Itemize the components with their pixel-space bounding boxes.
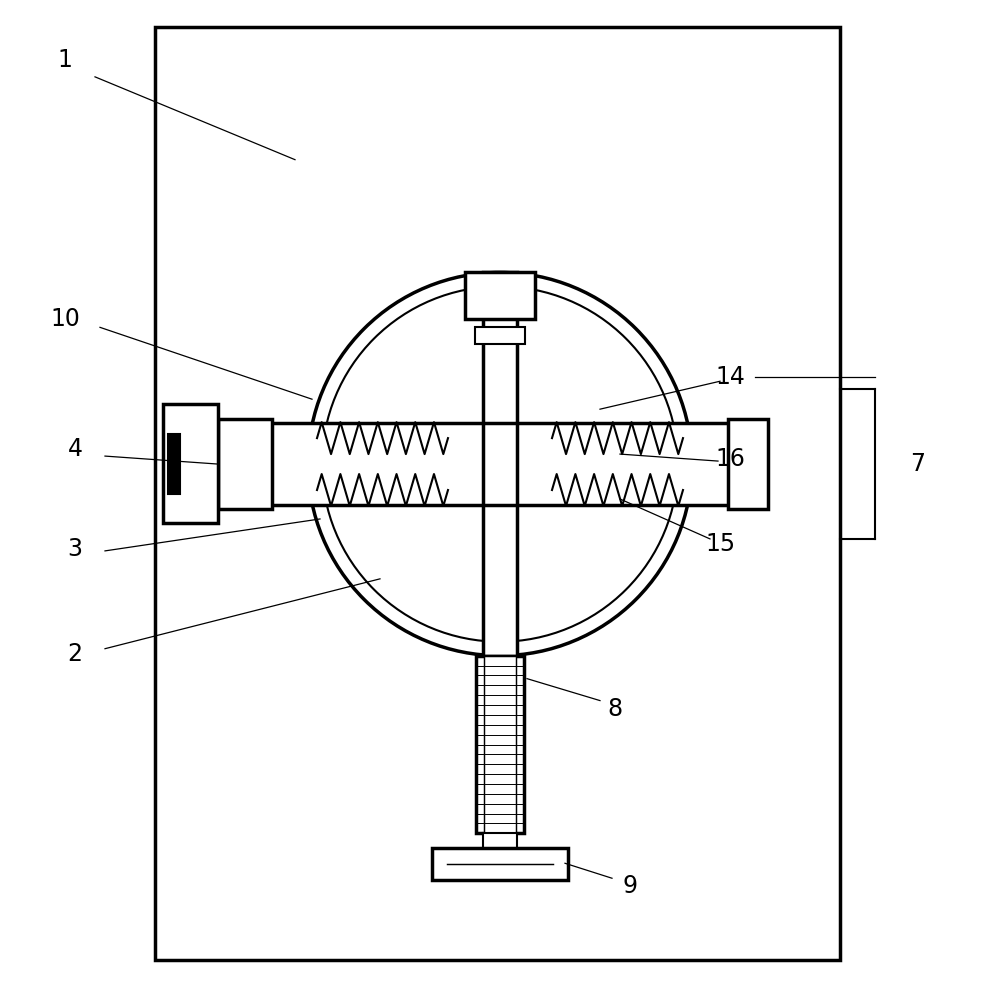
Text: 14: 14 <box>715 365 745 389</box>
Bar <box>465 272 535 319</box>
Bar <box>483 833 517 858</box>
Bar <box>432 848 568 880</box>
Bar <box>272 423 728 505</box>
Text: 8: 8 <box>607 697 623 721</box>
Text: 4: 4 <box>68 437 82 461</box>
Text: 2: 2 <box>68 642 82 666</box>
Text: 7: 7 <box>910 452 926 476</box>
Text: 9: 9 <box>622 874 638 898</box>
Text: 15: 15 <box>705 532 735 556</box>
Bar <box>476 656 524 833</box>
Text: 10: 10 <box>50 307 80 331</box>
Text: 3: 3 <box>68 537 82 561</box>
Circle shape <box>322 286 678 642</box>
Text: 16: 16 <box>715 447 745 471</box>
Text: 1: 1 <box>58 48 72 72</box>
Bar <box>218 419 272 509</box>
Bar <box>728 419 768 509</box>
Bar <box>484 656 516 833</box>
Bar <box>475 327 525 344</box>
Bar <box>483 272 517 656</box>
Circle shape <box>308 272 692 656</box>
Bar <box>168 434 180 494</box>
Bar <box>155 27 840 960</box>
Bar <box>163 404 218 523</box>
